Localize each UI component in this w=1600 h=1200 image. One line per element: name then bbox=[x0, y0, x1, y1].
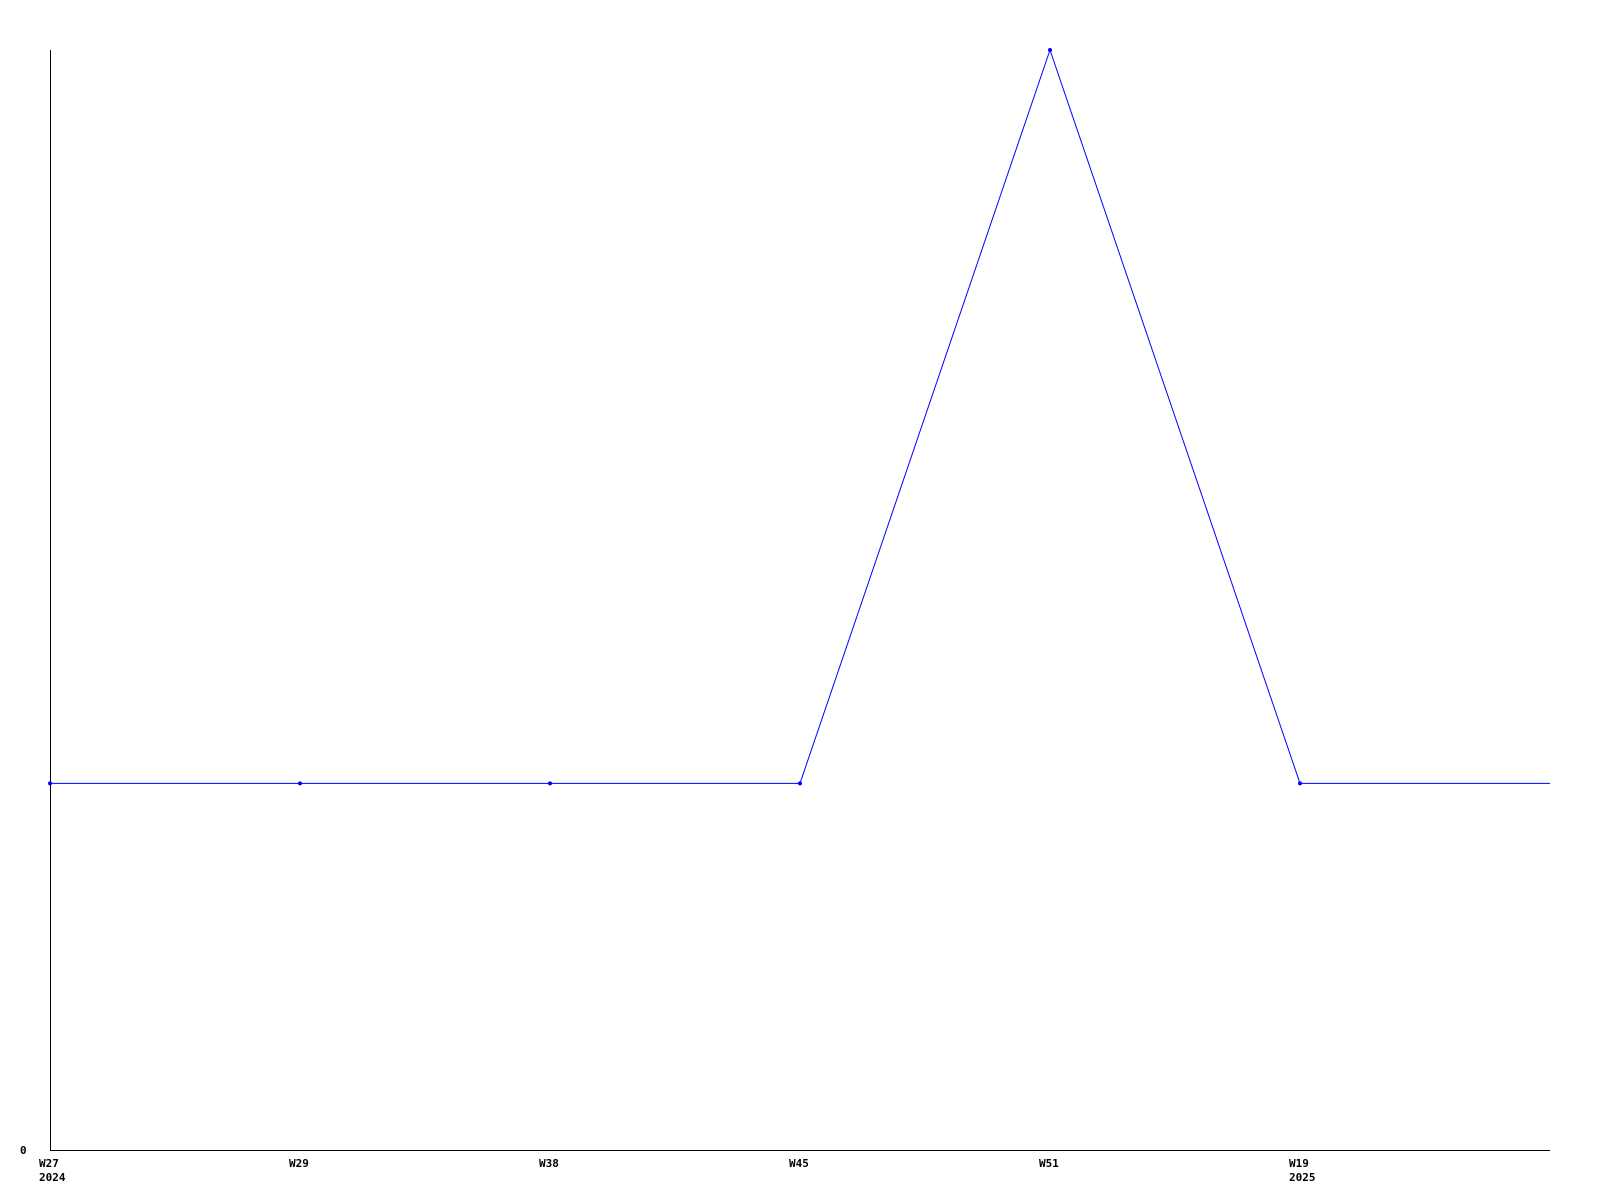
x-tick-label-year: 2024 bbox=[39, 1171, 66, 1184]
x-tick-label-week: W45 bbox=[789, 1157, 809, 1170]
series-line bbox=[50, 48, 1550, 784]
x-tick-label-week: W51 bbox=[1039, 1157, 1059, 1170]
data-point bbox=[548, 781, 552, 786]
data-point bbox=[298, 781, 302, 786]
data-point bbox=[48, 781, 52, 786]
x-tick-label-week: W38 bbox=[539, 1157, 559, 1170]
data-point bbox=[798, 781, 802, 786]
x-tick-label-week: W29 bbox=[289, 1157, 309, 1170]
x-tick-label-week: W19 bbox=[1289, 1157, 1309, 1170]
x-tick-label-week: W27 bbox=[39, 1157, 59, 1170]
data-point bbox=[1048, 48, 1052, 52]
y-tick-label-0: 0 bbox=[20, 1144, 27, 1157]
data-point bbox=[1298, 781, 1302, 786]
x-tick-label-year: 2025 bbox=[1289, 1171, 1316, 1184]
